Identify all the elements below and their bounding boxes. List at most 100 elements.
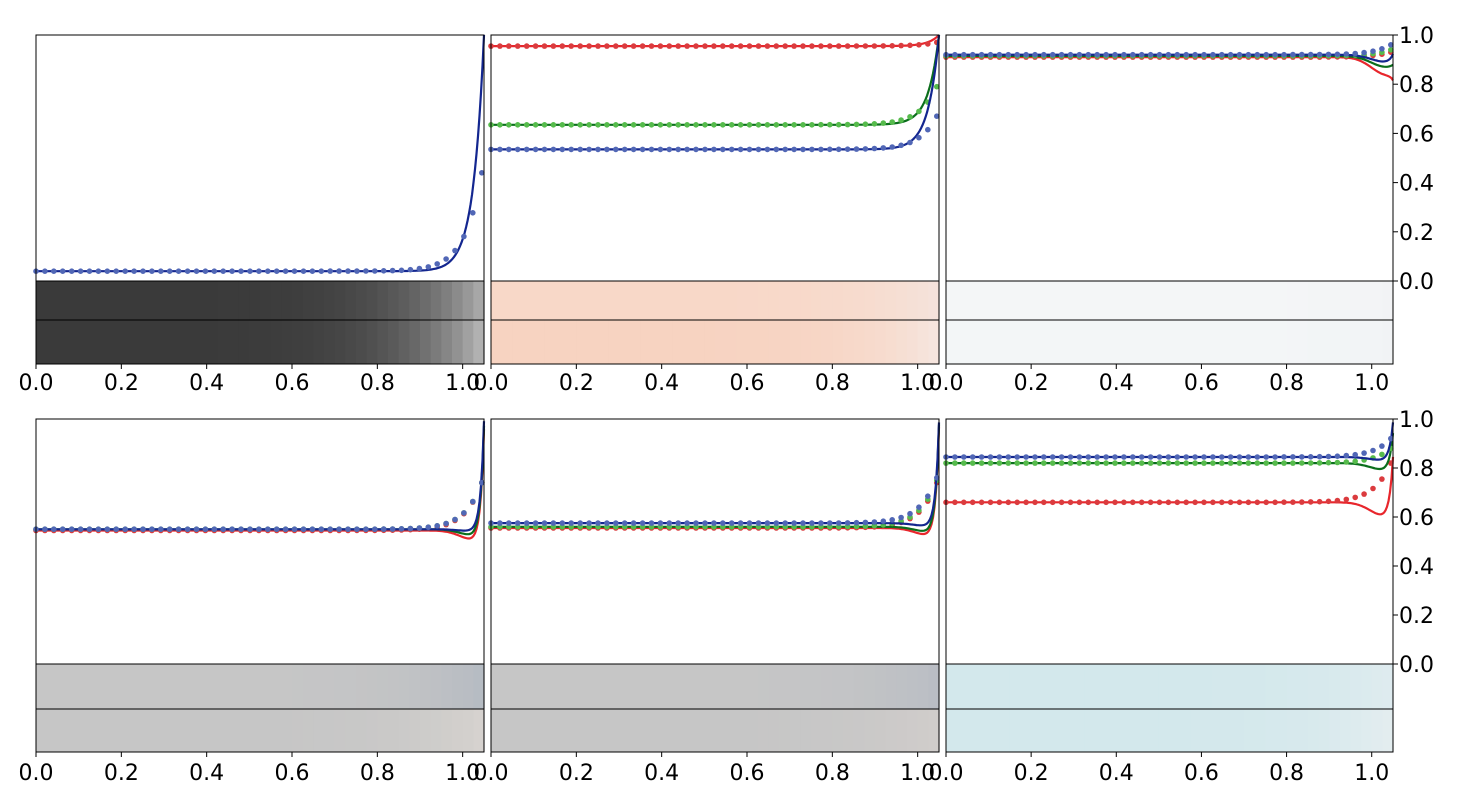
strip-cell — [956, 281, 968, 320]
data-point-green — [1236, 460, 1243, 466]
data-point-green — [737, 122, 744, 128]
data-point-blue — [835, 146, 842, 153]
data-point-blue — [1076, 454, 1083, 460]
data-point-blue — [1165, 51, 1172, 58]
strip-cell — [1031, 320, 1043, 364]
strip-cell — [928, 709, 940, 752]
strip-cell — [907, 320, 919, 364]
strip-cell — [757, 664, 769, 709]
strip-cell — [356, 281, 368, 320]
data-point-red — [1138, 499, 1145, 506]
strip-cell — [1361, 320, 1373, 364]
data-point-green — [782, 122, 788, 128]
data-point-blue — [853, 519, 860, 526]
data-point-red — [889, 43, 895, 49]
strip-cell — [100, 281, 112, 320]
data-point-blue — [229, 526, 235, 532]
strip-cell — [260, 664, 272, 709]
strip-cell — [281, 709, 293, 752]
strip-cell — [715, 320, 727, 364]
data-point-red — [809, 43, 815, 49]
strip-cell — [768, 320, 780, 364]
data-point-red — [728, 43, 735, 49]
data-point-green — [630, 122, 637, 128]
strip-cell — [896, 320, 908, 364]
data-point-red — [764, 43, 771, 49]
strip-cell — [110, 664, 122, 709]
series-line-red — [36, 429, 486, 540]
data-point-blue — [166, 268, 173, 275]
data-point-blue — [1254, 454, 1261, 460]
strip-cell — [1009, 281, 1022, 320]
strip-cell — [430, 281, 442, 320]
data-point-green — [996, 460, 1003, 466]
strip-cell — [196, 709, 208, 752]
data-point-blue — [907, 139, 913, 146]
data-point-blue — [202, 526, 209, 532]
strip-cell — [501, 320, 513, 364]
strip-cell — [821, 320, 833, 364]
data-point-blue — [952, 454, 958, 460]
strip-cell — [928, 664, 940, 709]
data-point-blue — [184, 268, 191, 275]
strip-cell — [512, 709, 524, 752]
strip-cell — [1371, 664, 1383, 709]
data-point-blue — [862, 519, 869, 526]
data-point-red — [818, 43, 824, 49]
strip-cell — [715, 664, 727, 709]
data-point-green — [1388, 47, 1394, 53]
data-point-green — [559, 122, 566, 128]
strip-cell — [683, 320, 695, 364]
data-point-blue — [238, 268, 244, 275]
data-point-blue — [282, 526, 289, 532]
data-point-red — [952, 499, 958, 506]
data-point-blue — [889, 517, 895, 523]
strip-cell — [1063, 320, 1075, 364]
data-point-red — [1049, 499, 1056, 506]
strip-cell — [640, 709, 652, 752]
data-point-blue — [1370, 48, 1376, 54]
data-point-blue — [86, 526, 93, 532]
strip-cell — [238, 281, 250, 320]
data-point-blue — [247, 268, 253, 275]
data-point-green — [1183, 460, 1189, 466]
data-point-blue — [443, 520, 449, 527]
x-tick-label: 0.4 — [189, 371, 224, 396]
strip-cell — [736, 320, 748, 364]
data-point-blue — [630, 520, 637, 526]
data-point-blue — [345, 268, 351, 274]
strip-cell — [1148, 281, 1160, 320]
strip-cell — [608, 664, 620, 709]
data-point-blue — [131, 526, 137, 532]
data-point-blue — [916, 134, 922, 141]
data-point-red — [1058, 499, 1065, 506]
data-point-red — [720, 43, 726, 49]
strip-cell — [565, 281, 577, 320]
data-point-blue — [952, 51, 958, 58]
strip-cell — [629, 320, 641, 364]
data-point-green — [1299, 460, 1305, 466]
data-point-blue — [675, 520, 681, 526]
panel-frame — [35, 418, 485, 753]
strip-cell — [1297, 320, 1309, 364]
strip-cell — [1275, 709, 1288, 752]
data-point-red — [1334, 497, 1341, 504]
data-point-green — [728, 122, 735, 128]
strip-cell — [1020, 281, 1032, 320]
strip-cell — [619, 709, 631, 752]
strip-cell — [832, 664, 844, 709]
data-point-green — [577, 122, 583, 128]
data-point-green — [1032, 460, 1038, 466]
strip-cell — [544, 664, 556, 709]
strip-cell — [736, 281, 748, 320]
data-point-blue — [907, 510, 913, 517]
strip-cell — [68, 320, 80, 364]
strip-cell — [832, 281, 844, 320]
strip-cell — [651, 709, 663, 752]
strip-cell — [811, 320, 823, 364]
data-point-blue — [1094, 51, 1100, 58]
strip-cell — [811, 709, 823, 752]
strip-cell — [1148, 320, 1160, 364]
data-point-blue — [1032, 51, 1038, 58]
data-point-blue — [318, 526, 325, 532]
